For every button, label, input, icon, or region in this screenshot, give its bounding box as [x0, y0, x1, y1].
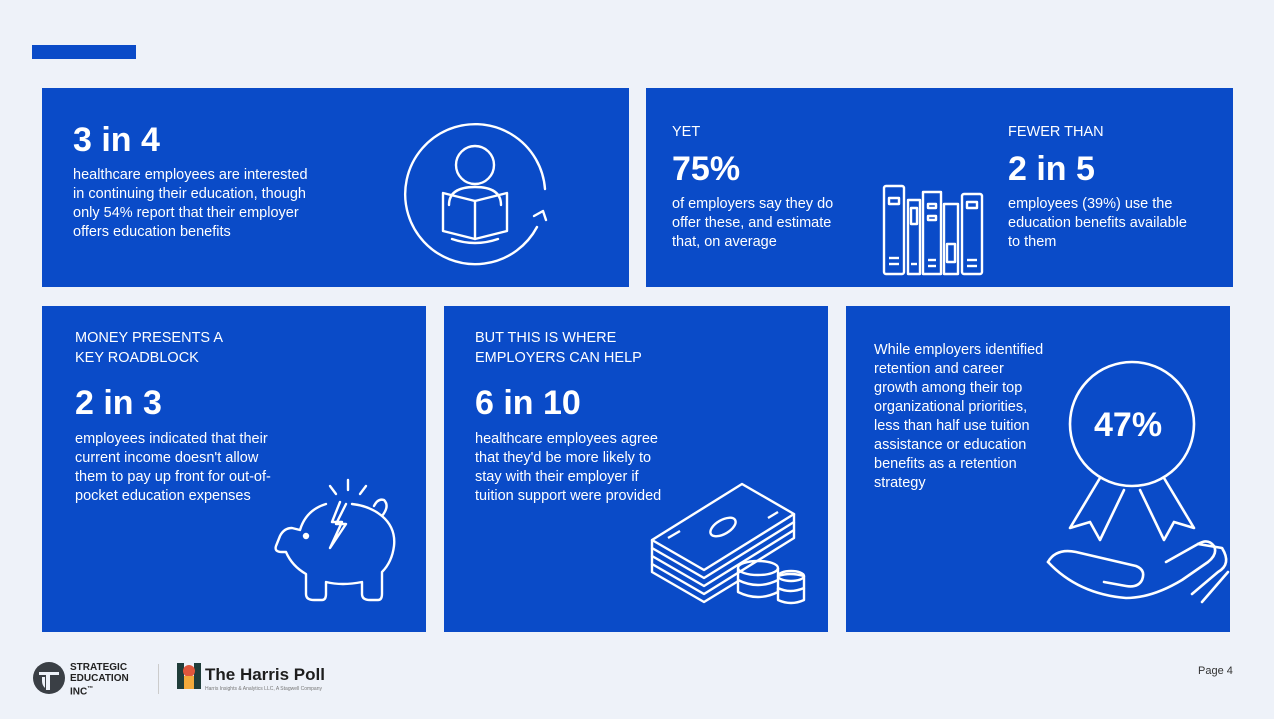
yet-label: YET	[672, 124, 701, 140]
card-retention-strategy: While employers identified retention and…	[846, 306, 1230, 632]
reading-person-icon	[403, 122, 548, 266]
stat-75-percent: 75%	[672, 150, 741, 188]
stat-2-in-3: 2 in 3	[75, 384, 162, 422]
harris-poll-tagline: Harris Insights & Analytics LLC, A Stagw…	[205, 686, 322, 692]
logo1-line3-wrap: INC™	[70, 684, 129, 697]
footer-divider	[158, 664, 159, 694]
card-continuing-education: 3 in 4 healthcare employees are interest…	[42, 88, 629, 287]
fewer-than-label: FEWER THAN	[1008, 124, 1104, 140]
stat-6-in-10: 6 in 10	[475, 384, 581, 422]
money-stack-icon	[650, 482, 806, 605]
logo1-tm: ™	[87, 686, 94, 692]
broken-piggy-bank-icon	[274, 478, 396, 602]
card-employer-offers: YET 75% of employers say they do offer t…	[646, 88, 1233, 287]
card-money-roadblock: MONEY PRESENTS A KEY ROADBLOCK 2 in 3 em…	[42, 306, 426, 632]
strategic-education-logo-icon	[33, 662, 65, 694]
logo1-line1: STRATEGIC	[70, 662, 128, 673]
card5-body: While employers identified retention and…	[874, 342, 1044, 491]
logo1-line2: EDUCATION	[70, 673, 129, 684]
card2-left-body: of employers say they do offer these, an…	[672, 196, 834, 250]
stat-2-in-5: 2 in 5	[1008, 150, 1095, 188]
card2-right-body: employees (39%) use the education benefi…	[1008, 196, 1187, 250]
card3-body: employees indicated that their current i…	[75, 431, 271, 504]
card-employers-help: BUT THIS IS WHERE EMPLOYERS CAN HELP 6 i…	[444, 306, 828, 632]
stat-3-in-4: 3 in 4	[73, 121, 160, 159]
page-number: Page 4	[1198, 665, 1233, 677]
books-icon	[882, 184, 984, 276]
harris-poll-logo-icon	[177, 663, 201, 689]
accent-bar	[32, 45, 136, 59]
card1-body: healthcare employees are interested in c…	[73, 167, 308, 240]
money-roadblock-label: MONEY PRESENTS A KEY ROADBLOCK	[75, 330, 223, 366]
card4-body: healthcare employees agree that they'd b…	[475, 431, 662, 504]
harris-poll-name: The Harris Poll	[205, 665, 325, 684]
logo1-line3: INC	[70, 686, 88, 698]
strategic-education-logo-text: STRATEGIC EDUCATION INC™	[70, 662, 129, 697]
award-ribbon-hand-icon	[1046, 360, 1230, 604]
stat-47-percent: 47%	[1094, 406, 1163, 444]
employers-help-label: BUT THIS IS WHERE EMPLOYERS CAN HELP	[475, 330, 642, 366]
